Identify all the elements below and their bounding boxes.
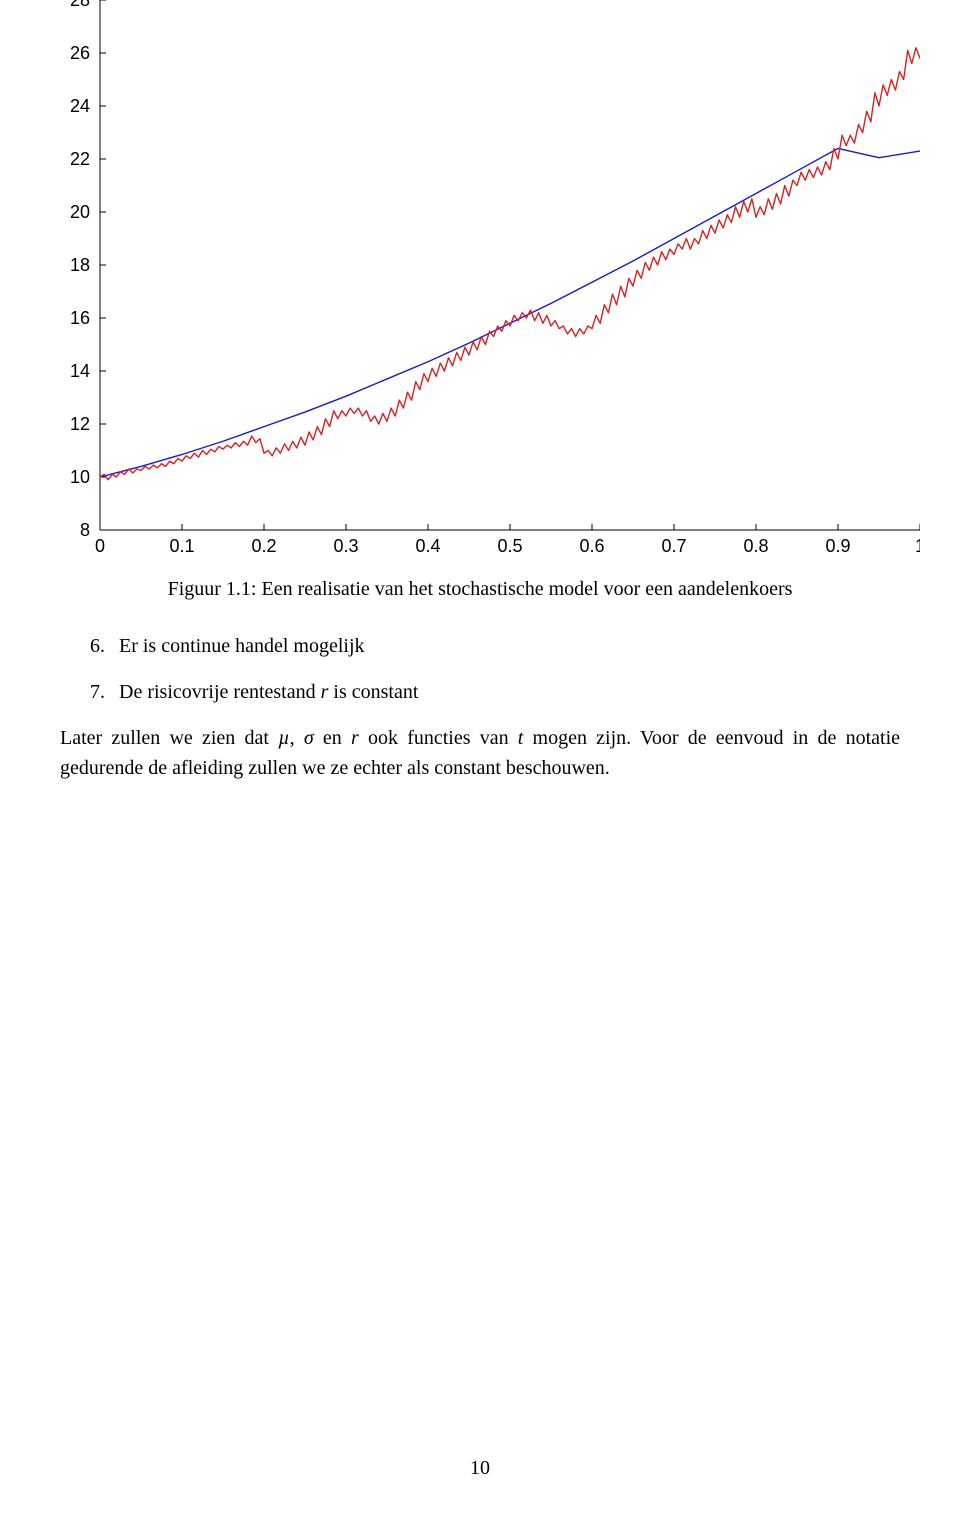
svg-text:0.9: 0.9: [825, 536, 850, 556]
var-r: r: [351, 727, 359, 749]
svg-text:0.7: 0.7: [661, 536, 686, 556]
svg-text:0.1: 0.1: [169, 536, 194, 556]
svg-text:10: 10: [70, 467, 90, 487]
para-pre: Later zullen we zien dat: [60, 727, 278, 749]
list-number: 6.: [90, 631, 114, 661]
svg-text:26: 26: [70, 43, 90, 63]
figure-caption: Figuur 1.1: Een realisatie van het stoch…: [60, 578, 900, 601]
list-number: 7.: [90, 677, 114, 707]
var-sigma: σ: [304, 727, 314, 749]
list-text-post: is constant: [328, 681, 418, 703]
list-text: Er is continue handel mogelijk: [119, 635, 365, 657]
svg-text:12: 12: [70, 414, 90, 434]
svg-text:16: 16: [70, 308, 90, 328]
svg-text:20: 20: [70, 202, 90, 222]
assumptions-list: 6. Er is continue handel mogelijk 7. De …: [60, 631, 900, 707]
svg-text:14: 14: [70, 361, 90, 381]
chart-svg: 00.10.20.30.40.50.60.70.80.9181012141618…: [60, 0, 920, 560]
svg-text:24: 24: [70, 96, 90, 116]
svg-text:8: 8: [80, 520, 90, 540]
stock-chart: 00.10.20.30.40.50.60.70.80.9181012141618…: [60, 0, 920, 560]
svg-text:0.6: 0.6: [579, 536, 604, 556]
list-item: 6. Er is continue handel mogelijk: [90, 631, 900, 661]
list-item: 7. De risicovrije rentestand r is consta…: [90, 677, 900, 707]
svg-text:1: 1: [915, 536, 920, 556]
page-number: 10: [0, 1457, 960, 1480]
svg-text:0.2: 0.2: [251, 536, 276, 556]
paragraph: Later zullen we zien dat µ, σ en r ook f…: [60, 723, 900, 783]
svg-text:0.8: 0.8: [743, 536, 768, 556]
list-text-pre: De risicovrije rentestand: [119, 681, 321, 703]
var-mu: µ: [278, 727, 290, 749]
svg-text:0: 0: [95, 536, 105, 556]
svg-text:0.4: 0.4: [415, 536, 440, 556]
svg-text:0.5: 0.5: [497, 536, 522, 556]
svg-text:22: 22: [70, 149, 90, 169]
svg-text:0.3: 0.3: [333, 536, 358, 556]
svg-text:28: 28: [70, 0, 90, 10]
para-sep1: ,: [290, 727, 304, 749]
svg-text:18: 18: [70, 255, 90, 275]
para-sep2: en: [314, 727, 351, 749]
para-mid: ook functies van: [359, 727, 518, 749]
